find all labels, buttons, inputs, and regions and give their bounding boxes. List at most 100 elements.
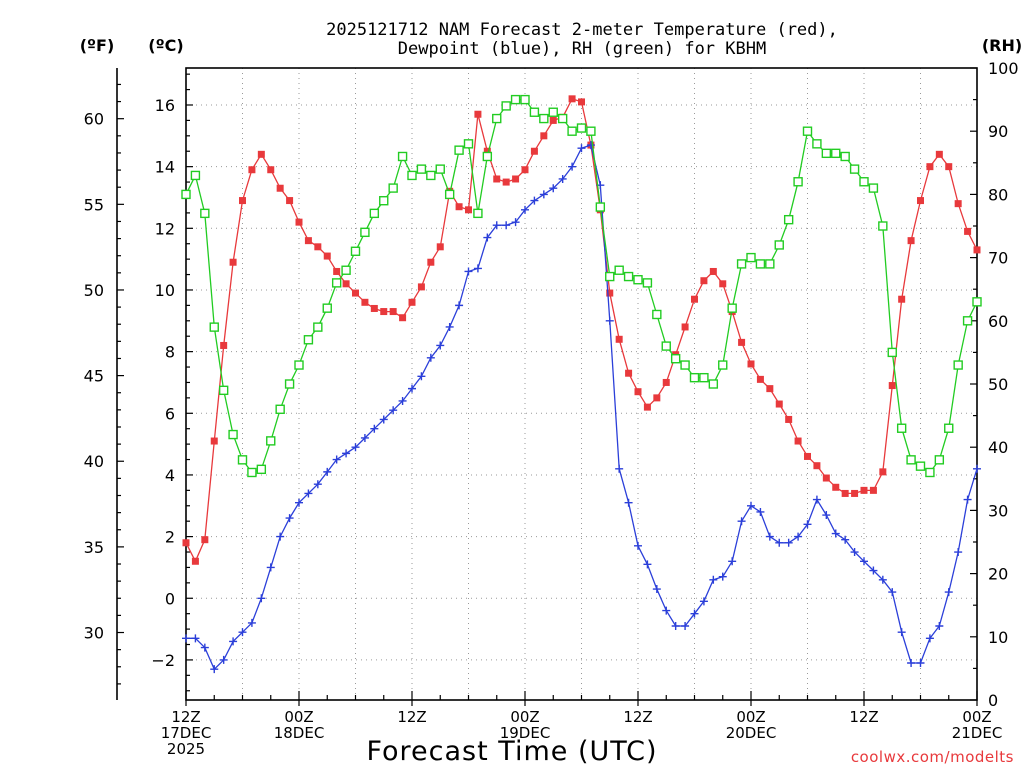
dewpoint-point	[370, 424, 379, 433]
fahrenheit-axis-unit: (ºF)	[80, 36, 115, 55]
dewpoint-point	[775, 538, 784, 547]
dewpoint-point	[398, 396, 407, 405]
dewpoint-point	[869, 566, 878, 575]
rh-point	[501, 101, 511, 111]
rh-point	[303, 335, 314, 345]
dewpoint-point	[351, 443, 360, 452]
temperature-point	[483, 147, 491, 155]
credit-text: coolwx.com/modelts	[851, 748, 1014, 766]
rh-point	[228, 429, 238, 440]
temperature-point	[229, 258, 237, 266]
rh-point	[237, 455, 248, 465]
temperature-point	[756, 375, 764, 383]
temperature-point	[248, 166, 256, 174]
dewpoint-point	[709, 575, 718, 584]
rh-point	[529, 107, 540, 117]
rh-point	[426, 170, 436, 181]
dewpoint-point	[737, 517, 746, 526]
rh-tick-label: 80	[988, 185, 1008, 204]
temperature-point	[879, 468, 887, 476]
rh-point	[200, 208, 210, 219]
x-tick-label: 18DEC	[274, 724, 325, 742]
dewpoint-point	[379, 415, 388, 424]
temperature-point	[191, 557, 199, 565]
temperature-point	[493, 175, 501, 183]
dewpoint-point	[615, 464, 624, 473]
dewpoint-point	[313, 480, 322, 489]
rh-point	[275, 404, 285, 414]
rh-point	[294, 360, 304, 370]
rh-point	[718, 360, 728, 370]
rh-point	[256, 464, 267, 475]
rh-point	[840, 151, 850, 162]
x-tick-label: 00Z	[510, 708, 539, 726]
rh-point	[699, 372, 709, 383]
rh-point	[774, 240, 784, 250]
rh-tick-label: 20	[988, 565, 1008, 584]
rh-point	[322, 303, 332, 313]
dewpoint-point	[624, 498, 633, 507]
rh-point	[849, 164, 860, 174]
rh-axis-unit: (RH)	[982, 36, 1022, 55]
temperature-point	[643, 403, 651, 411]
rh-point	[595, 202, 606, 212]
temperature-point	[578, 98, 585, 106]
temperature-point	[775, 400, 783, 408]
rh-tick-label: 70	[988, 249, 1008, 268]
temperature-point	[888, 382, 896, 390]
rh-tick-label: 10	[988, 628, 1008, 647]
dewpoint-point	[841, 535, 850, 544]
dewpoint-point	[539, 190, 548, 199]
dewpoint-point	[812, 495, 821, 504]
rh-point	[407, 170, 417, 181]
rh-point	[510, 94, 521, 105]
temperature-point	[907, 237, 915, 245]
rh-point	[689, 372, 700, 383]
temperature-point	[709, 267, 717, 275]
dewpoint-point	[191, 634, 200, 643]
fahrenheit-tick-label: 55	[84, 195, 104, 214]
rh-point	[492, 113, 502, 124]
fahrenheit-tick-label: 35	[84, 538, 104, 557]
dewpoint-point	[473, 264, 482, 273]
dewpoint-point	[200, 643, 209, 652]
rh-point	[906, 455, 916, 465]
x-tick-label: 00Z	[284, 708, 313, 726]
chart-title-line-1: 2025121712 NAM Forecast 2-meter Temperat…	[326, 20, 838, 40]
rh-point	[878, 221, 888, 231]
dewpoint-point	[897, 628, 906, 637]
chart-axes: −2 0 2 4 6 8 10 12 14 16 30 35 40 45 50 55 60 0 10 20 30 40 50…	[84, 59, 1019, 758]
dewpoint-point	[973, 464, 981, 473]
x-tick-label: 21DEC	[952, 724, 1003, 742]
temperature-point	[964, 227, 972, 235]
dewpoint-point	[455, 301, 464, 310]
temperature-point	[465, 206, 472, 214]
dewpoint-point	[332, 455, 341, 464]
temperature-point	[540, 132, 548, 140]
dewpoint-point	[954, 548, 963, 557]
dewpoint-point	[492, 221, 501, 230]
dewpoint-point	[568, 162, 577, 171]
dewpoint-point	[558, 174, 567, 183]
dewpoint-point	[728, 557, 737, 566]
rh-point	[379, 196, 389, 206]
temperature-point	[304, 237, 312, 245]
rh-point	[623, 271, 634, 282]
dewpoint-point	[935, 622, 944, 631]
dewpoint-point	[794, 532, 803, 541]
series-rh	[181, 94, 982, 478]
dewpoint-point	[502, 221, 511, 230]
rh-point	[539, 113, 549, 124]
dewpoint-point	[850, 548, 859, 557]
dewpoint-point	[360, 433, 369, 442]
temperature-point	[653, 394, 661, 402]
rh-point	[218, 385, 229, 396]
temperature-point	[785, 415, 793, 423]
rh-point	[247, 467, 257, 478]
rh-point	[416, 164, 427, 174]
temperature-point	[342, 280, 350, 288]
fahrenheit-tick-label: 45	[84, 367, 104, 386]
rh-point	[944, 423, 954, 433]
rh-point	[331, 278, 342, 288]
